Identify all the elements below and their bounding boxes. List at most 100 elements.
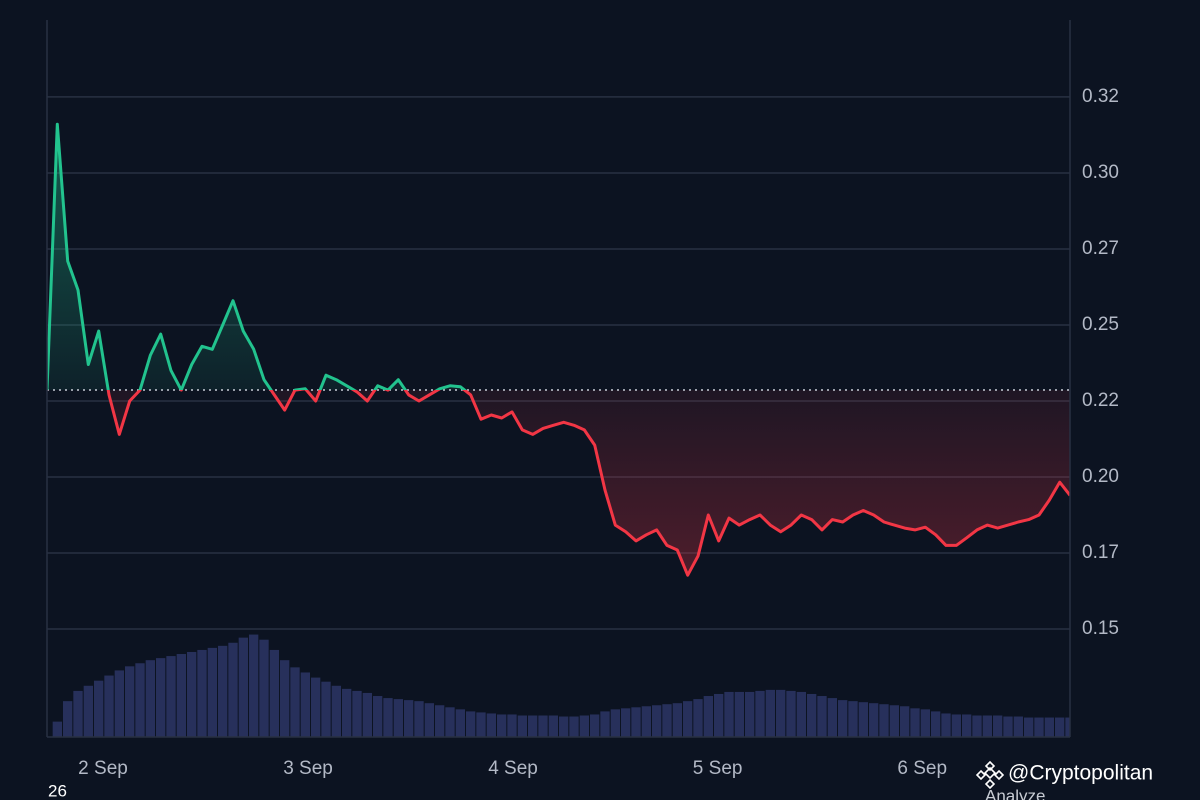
y-tick-label: 0.25 <box>1082 314 1119 335</box>
volume-bar <box>962 714 972 737</box>
volume-bar <box>424 703 434 737</box>
corner-label: Analyze <box>985 786 1045 800</box>
volume-bar <box>993 715 1003 737</box>
volume-bar <box>517 715 527 737</box>
volume-bar <box>734 691 744 737</box>
volume-bar <box>838 700 848 737</box>
volume-bar <box>300 672 310 737</box>
volume-bar <box>94 680 104 737</box>
volume-bar <box>145 660 155 737</box>
y-tick-label: 0.27 <box>1082 238 1119 259</box>
volume-bar <box>63 701 73 737</box>
volume-bar <box>104 675 114 737</box>
volume-bar <box>404 700 414 737</box>
volume-bar <box>249 634 259 737</box>
volume-bar <box>982 715 992 737</box>
volume-bar <box>786 690 796 737</box>
y-tick-label: 0.22 <box>1082 390 1119 411</box>
volume-bar <box>765 689 775 737</box>
volume-bar <box>507 714 517 737</box>
watermark-logo <box>975 760 1005 790</box>
x-tick-label: 6 Sep <box>897 758 947 779</box>
volume-bar <box>755 690 765 737</box>
volume-bar <box>579 715 589 737</box>
volume-bar <box>125 666 135 737</box>
corner-label: 26 <box>48 781 67 800</box>
volume-bar <box>827 698 837 737</box>
volume-bar <box>972 715 982 737</box>
volume-bar <box>662 704 672 737</box>
volume-bar <box>290 667 300 737</box>
volume-bar <box>238 637 248 737</box>
line-up <box>47 122 467 391</box>
volume-bar <box>269 649 279 737</box>
volume-bar <box>714 693 724 737</box>
volume-bar <box>73 690 83 737</box>
volume-bar <box>445 707 455 737</box>
volume-bar <box>931 711 941 737</box>
x-tick-label: 5 Sep <box>693 758 743 779</box>
volume-bar <box>538 715 548 737</box>
volume-bar <box>641 706 651 737</box>
volume-bar <box>373 696 383 737</box>
volume-bar <box>1044 717 1054 737</box>
volume-bar <box>1013 716 1023 737</box>
volume-bar <box>455 709 465 737</box>
volume-bar <box>1034 717 1044 737</box>
volume-bar <box>889 705 899 737</box>
volume-bar <box>466 711 476 737</box>
line-down <box>47 390 1070 577</box>
volume-bar <box>920 709 930 737</box>
x-tick-label: 3 Sep <box>283 758 333 779</box>
volume-bar <box>776 689 786 737</box>
volume-bar <box>941 713 951 737</box>
y-tick-label: 0.15 <box>1082 618 1119 639</box>
volume-bar <box>528 715 538 737</box>
volume-bar <box>559 716 569 737</box>
volume-bar <box>114 670 124 737</box>
volume-bar <box>311 677 321 737</box>
volume-bar <box>1065 717 1070 737</box>
volume-bar <box>910 708 920 737</box>
volume-bar <box>259 639 269 737</box>
volume-bar <box>693 699 703 737</box>
volume-bar <box>321 681 331 737</box>
volume-bar <box>745 691 755 737</box>
volume-bar <box>879 704 889 737</box>
volume-bar <box>1024 717 1034 737</box>
volume-bar <box>280 660 290 737</box>
volume-bar <box>352 690 362 737</box>
y-tick-label: 0.30 <box>1082 162 1119 183</box>
volume-bar <box>610 709 620 737</box>
volume-bar <box>486 713 496 737</box>
volume-bar <box>796 691 806 737</box>
volume-bar <box>414 701 424 737</box>
volume <box>52 634 1070 737</box>
volume-bar <box>631 707 641 737</box>
volume-bar <box>869 703 879 737</box>
volume-bar <box>476 712 486 737</box>
x-tick-label: 4 Sep <box>488 758 538 779</box>
y-tick-label: 0.32 <box>1082 86 1119 107</box>
volume-bar <box>848 701 858 737</box>
volume-bar <box>228 642 238 737</box>
y-tick-label: 0.17 <box>1082 542 1119 563</box>
volume-bar <box>83 685 93 737</box>
volume-bar <box>652 705 662 737</box>
volume-bar <box>807 693 817 737</box>
volume-bar <box>383 698 393 737</box>
price <box>47 122 1070 577</box>
y-tick-label: 0.20 <box>1082 466 1119 487</box>
area-down <box>47 390 1070 576</box>
grid <box>47 96 1070 630</box>
volume-bar <box>621 708 631 737</box>
volume-bar <box>817 696 827 737</box>
volume-bar <box>858 702 868 737</box>
volume-bar <box>703 696 713 737</box>
volume-bar <box>951 714 961 737</box>
volume-bar <box>590 714 600 737</box>
volume-bar <box>156 658 166 737</box>
volume-bar <box>900 706 910 737</box>
volume-bar <box>197 649 207 737</box>
volume-bar <box>207 647 217 737</box>
